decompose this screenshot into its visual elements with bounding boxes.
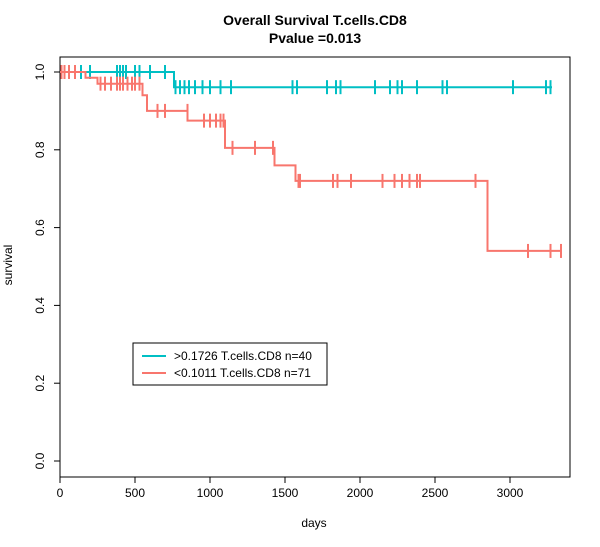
x-tick-label: 1000 xyxy=(197,486,224,500)
y-tick-label: 0.8 xyxy=(33,141,47,158)
x-tick-label: 500 xyxy=(125,486,145,500)
chart-title: Overall Survival T.cells.CD8 xyxy=(223,12,407,28)
y-tick-label: 0.4 xyxy=(33,297,47,314)
plot-frame xyxy=(59,56,571,478)
series-layer xyxy=(60,65,562,258)
series-0 xyxy=(60,65,552,95)
y-axis-label: survival xyxy=(1,245,15,286)
y-tick-label: 0.0 xyxy=(33,452,47,469)
chart-subtitle: Pvalue =0.013 xyxy=(269,30,361,46)
y-tick-label: 0.6 xyxy=(33,219,47,236)
legend-box xyxy=(132,342,328,386)
x-tick-label: 2500 xyxy=(422,486,449,500)
survival-curve xyxy=(60,71,552,89)
series-1 xyxy=(60,65,562,258)
y-tick-label: 1.0 xyxy=(33,63,47,80)
x-axis-label: days xyxy=(301,516,326,530)
legend-label: <0.1011 T.cells.CD8 n=71 xyxy=(174,366,311,380)
x-tick-label: 2000 xyxy=(347,486,374,500)
x-tick-label: 0 xyxy=(57,486,64,500)
legend: >0.1726 T.cells.CD8 n=40 <0.1011 T.cells.… xyxy=(132,342,328,386)
legend-label: >0.1726 T.cells.CD8 n=40 xyxy=(174,349,312,363)
x-tick-label: 3000 xyxy=(497,486,524,500)
x-axis: 0 500 1000 1500 2000 2500 3000 xyxy=(57,477,524,500)
x-tick-label: 1500 xyxy=(272,486,299,500)
y-axis: 0.0 0.2 0.4 0.6 0.8 1.0 xyxy=(33,63,60,469)
y-tick-label: 0.2 xyxy=(33,375,47,392)
survival-curve xyxy=(60,71,561,252)
